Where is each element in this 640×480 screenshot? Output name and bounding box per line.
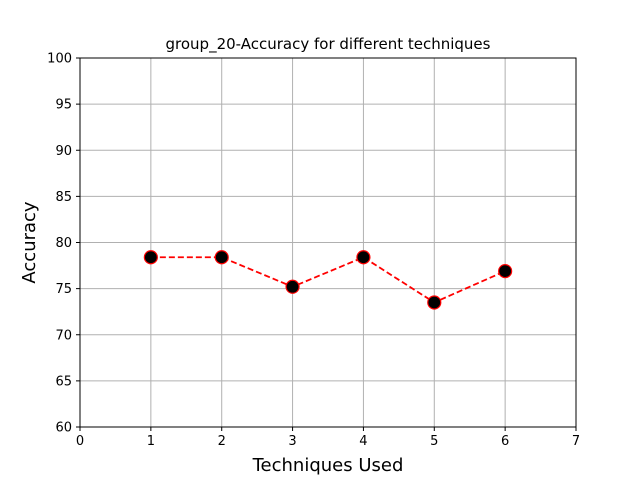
x-tick-label: 3 [288, 434, 296, 449]
y-tick-label: 60 [55, 421, 72, 436]
y-tick-label: 100 [47, 52, 72, 67]
x-tick-label: 1 [147, 434, 155, 449]
x-axis-label: Techniques Used [252, 455, 404, 476]
y-tick-label: 95 [55, 98, 72, 113]
chart-title: group_20-Accuracy for different techniqu… [166, 35, 491, 54]
y-tick-label: 70 [55, 328, 72, 343]
y-tick-label: 80 [55, 236, 72, 251]
data-point [498, 263, 513, 279]
data-point [143, 250, 158, 265]
x-axis-ticks: 0 1 2 3 4 5 6 7 [76, 427, 580, 449]
y-axis-ticks: 60 65 70 75 80 85 90 95 100 [47, 52, 80, 436]
y-tick-label: 90 [55, 144, 72, 159]
x-tick-label: 6 [501, 434, 509, 449]
x-tick-label: 4 [359, 434, 367, 449]
y-axis-label: Accuracy [19, 201, 40, 284]
data-point [214, 250, 229, 265]
x-tick-label: 0 [76, 434, 84, 449]
data-point [285, 279, 300, 294]
data-point [356, 250, 371, 265]
x-tick-label: 5 [430, 434, 438, 449]
y-tick-label: 65 [55, 374, 72, 389]
x-tick-label: 7 [572, 434, 580, 449]
x-tick-label: 2 [218, 434, 226, 449]
data-point [427, 295, 442, 310]
y-tick-label: 75 [55, 282, 72, 297]
y-tick-label: 85 [55, 190, 72, 205]
series-layer [143, 250, 513, 310]
series-line [150, 256, 506, 304]
